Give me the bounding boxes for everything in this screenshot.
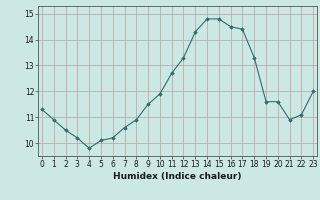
X-axis label: Humidex (Indice chaleur): Humidex (Indice chaleur) bbox=[113, 172, 242, 181]
